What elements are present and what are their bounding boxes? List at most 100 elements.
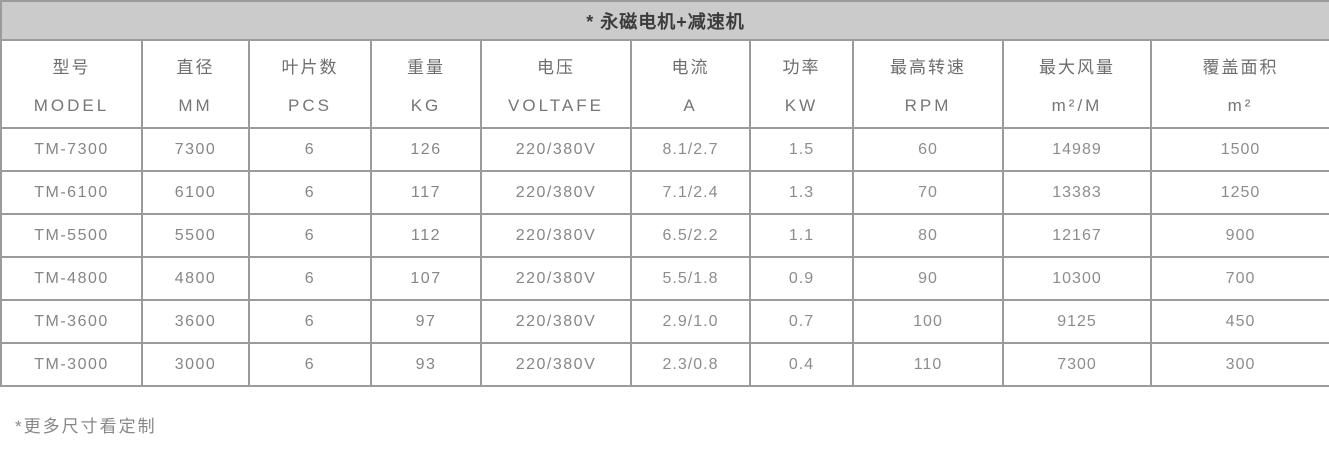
header-current-en: A [683, 95, 698, 115]
cell-voltage: 220/380V [480, 170, 632, 215]
table-title: * 永磁电机+减速机 [0, 0, 1329, 41]
cell-blades: 6 [248, 127, 372, 172]
column-header-blades: 叶片数 PCS [248, 39, 372, 129]
cell-coverage: 450 [1149, 299, 1329, 344]
table-row: TM-6100 6100 6 117 220/380V 7.1/2.4 1.3 … [0, 170, 1329, 215]
header-power-en: KW [784, 95, 819, 115]
cell-power: 1.3 [749, 170, 854, 215]
cell-current: 2.3/0.8 [630, 342, 751, 387]
cell-diameter: 4800 [141, 256, 250, 301]
cell-power: 0.4 [749, 342, 854, 387]
cell-voltage: 220/380V [480, 213, 632, 258]
cell-model: TM-3600 [0, 299, 143, 344]
cell-blades: 6 [248, 170, 372, 215]
cell-model: TM-4800 [0, 256, 143, 301]
table-row: TM-4800 4800 6 107 220/380V 5.5/1.8 0.9 … [0, 256, 1329, 301]
table-header-row: 型号 MODEL 直径 MM 叶片数 PCS [0, 39, 1329, 129]
column-header-diameter: 直径 MM [141, 39, 250, 129]
cell-coverage: 300 [1149, 342, 1329, 387]
header-coverage-en: m² [1227, 95, 1254, 115]
cell-weight: 117 [370, 170, 482, 215]
cell-coverage: 900 [1149, 213, 1329, 258]
cell-weight: 107 [370, 256, 482, 301]
cell-coverage: 700 [1149, 256, 1329, 301]
cell-max-speed: 100 [852, 299, 1004, 344]
cell-weight: 112 [370, 213, 482, 258]
column-header-current: 电流 A [630, 39, 751, 129]
cell-model: TM-7300 [0, 127, 143, 172]
cell-max-airflow: 13383 [1002, 170, 1152, 215]
header-blades-en: PCS [288, 95, 332, 115]
cell-diameter: 5500 [141, 213, 250, 258]
cell-coverage: 1500 [1149, 127, 1329, 172]
table-title-row: * 永磁电机+减速机 [0, 0, 1329, 41]
cell-diameter: 3600 [141, 299, 250, 344]
footnote-custom-sizes: *更多尺寸看定制 [15, 417, 157, 436]
column-header-model: 型号 MODEL [0, 39, 143, 129]
column-header-max-speed: 最高转速 RPM [852, 39, 1004, 129]
column-header-voltage: 电压 VOLTAFE [480, 39, 632, 129]
cell-diameter: 3000 [141, 342, 250, 387]
cell-weight: 93 [370, 342, 482, 387]
cell-model: TM-5500 [0, 213, 143, 258]
cell-max-airflow: 10300 [1002, 256, 1152, 301]
header-model-en: MODEL [33, 95, 110, 115]
header-coverage-cn: 覆盖面积 [1202, 57, 1279, 77]
cell-coverage: 1250 [1149, 170, 1329, 215]
cell-diameter: 6100 [141, 170, 250, 215]
cell-model: TM-3000 [0, 342, 143, 387]
header-diameter-cn: 直径 [176, 57, 215, 77]
table-row: TM-3600 3600 6 97 220/380V 2.9/1.0 0.7 1… [0, 299, 1329, 344]
cell-current: 7.1/2.4 [630, 170, 751, 215]
header-max-airflow-en: m²/M [1051, 95, 1103, 115]
header-blades-cn: 叶片数 [281, 57, 339, 77]
cell-current: 8.1/2.7 [630, 127, 751, 172]
cell-max-speed: 80 [852, 213, 1004, 258]
table-row: TM-5500 5500 6 112 220/380V 6.5/2.2 1.1 … [0, 213, 1329, 258]
cell-current: 2.9/1.0 [630, 299, 751, 344]
header-max-speed-cn: 最高转速 [890, 57, 966, 77]
header-voltage-en: VOLTAFE [508, 95, 604, 115]
cell-model: TM-6100 [0, 170, 143, 215]
cell-voltage: 220/380V [480, 127, 632, 172]
cell-blades: 6 [248, 342, 372, 387]
cell-max-speed: 70 [852, 170, 1004, 215]
cell-max-airflow: 12167 [1002, 213, 1152, 258]
cell-max-airflow: 7300 [1002, 342, 1152, 387]
cell-max-airflow: 14989 [1002, 127, 1152, 172]
cell-power: 1.1 [749, 213, 854, 258]
cell-voltage: 220/380V [480, 299, 632, 344]
cell-power: 0.9 [749, 256, 854, 301]
cell-max-airflow: 9125 [1002, 299, 1152, 344]
header-voltage-cn: 电压 [537, 57, 575, 77]
header-diameter-en: MM [178, 95, 213, 115]
fan-spec-table: * 永磁电机+减速机 型号 MODEL 直径 MM [0, 0, 1329, 387]
table-row: TM-7300 7300 6 126 220/380V 8.1/2.7 1.5 … [0, 127, 1329, 172]
cell-current: 5.5/1.8 [630, 256, 751, 301]
header-weight-cn: 重量 [407, 57, 445, 77]
cell-voltage: 220/380V [480, 256, 632, 301]
cell-max-speed: 60 [852, 127, 1004, 172]
cell-weight: 126 [370, 127, 482, 172]
header-weight-en: KG [410, 95, 442, 115]
header-current-cn: 电流 [671, 57, 710, 77]
cell-current: 6.5/2.2 [630, 213, 751, 258]
header-power-cn: 功率 [782, 57, 821, 77]
header-model-cn: 型号 [52, 57, 91, 77]
column-header-coverage: 覆盖面积 m² [1149, 39, 1329, 129]
column-header-max-airflow: 最大风量 m²/M [1002, 39, 1152, 129]
cell-power: 1.5 [749, 127, 854, 172]
cell-blades: 6 [248, 213, 372, 258]
cell-diameter: 7300 [141, 127, 250, 172]
cell-blades: 6 [248, 256, 372, 301]
cell-power: 0.7 [749, 299, 854, 344]
header-max-speed-en: RPM [904, 95, 952, 115]
cell-max-speed: 110 [852, 342, 1004, 387]
cell-voltage: 220/380V [480, 342, 632, 387]
table-row: TM-3000 3000 6 93 220/380V 2.3/0.8 0.4 1… [0, 342, 1329, 387]
column-header-weight: 重量 KG [370, 39, 482, 129]
header-max-airflow-cn: 最大风量 [1039, 57, 1115, 77]
cell-max-speed: 90 [852, 256, 1004, 301]
column-header-power: 功率 KW [749, 39, 854, 129]
